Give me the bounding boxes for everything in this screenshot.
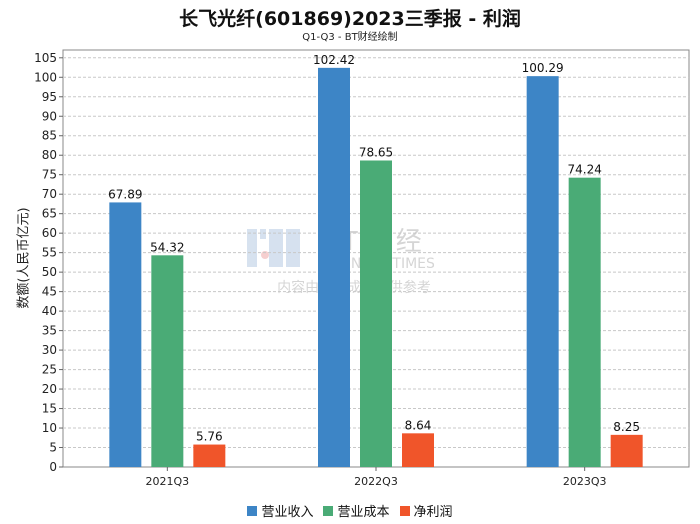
y-tick-label: 105	[34, 51, 57, 65]
bar	[360, 160, 392, 467]
y-tick-label: 95	[42, 90, 57, 104]
y-tick-label: 80	[42, 148, 57, 162]
legend-item: 净利润	[399, 501, 453, 520]
x-axis: 2021Q3 2022Q3 2023Q3	[146, 467, 607, 488]
chart-title: 长飞光纤(601869)2023三季报 - 利润	[179, 8, 521, 30]
data-label: 54.32	[150, 240, 184, 254]
y-tick-label: 15	[42, 402, 57, 416]
bar	[109, 202, 142, 467]
data-label: 102.42	[313, 53, 355, 67]
x-tick-label: 2023Q3	[563, 475, 607, 488]
y-tick-label: 70	[42, 187, 57, 201]
y-tick-label: 60	[42, 226, 57, 240]
bars: 67.89 54.32 5.76 102.42 78.65 8.64 100.29 74.24…	[108, 53, 643, 468]
data-label: 78.65	[359, 145, 393, 159]
data-label: 5.76	[196, 430, 223, 444]
y-tick-label: 10	[42, 421, 57, 435]
watermark-logo-icon	[247, 229, 300, 267]
data-label: 8.25	[613, 420, 640, 434]
legend-item: 营业成本	[323, 501, 390, 520]
watermark-note: 内容由AI生成，仅供参考	[277, 279, 431, 296]
y-tick-label: 90	[42, 109, 57, 123]
y-axis: 0 5 10 15 20 25 30 35 40 45 50 55 60 65 70 75 80 85 90 95 10…	[34, 51, 63, 474]
legend-item: 营业收入	[247, 501, 313, 520]
y-tick-label: 0	[49, 460, 57, 474]
data-label: 74.24	[567, 163, 601, 177]
chart-subtitle: Q1-Q3 - BT财经绘制	[302, 32, 398, 43]
y-tick-label: 20	[42, 382, 57, 396]
bar	[318, 67, 350, 468]
y-tick-label: 75	[42, 168, 57, 182]
legend-swatch	[323, 505, 334, 516]
data-label: 67.89	[108, 187, 142, 201]
bar	[193, 444, 226, 467]
legend-swatch	[399, 505, 410, 516]
bar	[568, 177, 601, 467]
legend-swatch	[247, 505, 258, 516]
y-tick-label: 5	[49, 441, 57, 455]
legend-label: 营业收入	[261, 505, 314, 520]
legend: 营业收入 营业成本 净利润	[0, 501, 700, 520]
data-label: 100.29	[522, 61, 564, 75]
legend-label: 营业成本	[337, 505, 390, 520]
data-label: 8.64	[405, 418, 432, 432]
y-tick-label: 55	[42, 246, 57, 260]
bar	[151, 255, 184, 467]
y-tick-label: 45	[42, 285, 57, 299]
y-tick-label: 35	[42, 324, 57, 338]
y-tick-label: 50	[42, 265, 57, 279]
x-tick-label: 2021Q3	[146, 475, 190, 488]
bar	[402, 433, 434, 467]
y-tick-label: 100	[34, 70, 57, 84]
y-tick-label: 25	[42, 363, 57, 377]
y-tick-label: 65	[42, 207, 57, 221]
y-tick-label: 85	[42, 129, 57, 143]
x-tick-label: 2022Q3	[354, 475, 398, 488]
bar	[526, 76, 559, 468]
legend-label: 净利润	[413, 505, 453, 520]
y-tick-label: 30	[42, 343, 57, 357]
y-tick-label: 40	[42, 304, 57, 318]
bar	[610, 434, 643, 467]
